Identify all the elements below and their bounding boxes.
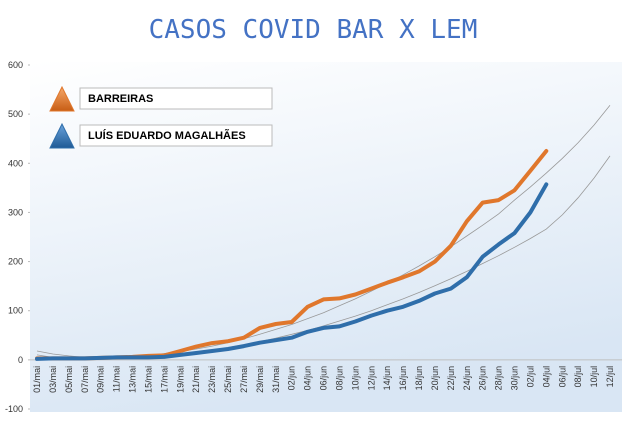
x-tick-label: 07/mai <box>80 366 90 393</box>
y-tick-label: 300 <box>8 207 23 217</box>
plot-area <box>30 62 622 412</box>
x-tick-label: 04/jul <box>541 366 551 388</box>
x-tick-label: 06/jul <box>557 366 567 388</box>
y-tick-label: 600 <box>8 60 23 70</box>
x-tick-label: 22/jun <box>446 366 456 391</box>
y-tick-label: 400 <box>8 158 23 168</box>
x-tick-label: 09/mai <box>96 366 106 393</box>
y-tick-label: 0 <box>18 355 23 365</box>
x-tick-label: 24/jun <box>462 366 472 391</box>
x-tick-label: 19/mai <box>175 366 185 393</box>
y-tick-label: 100 <box>8 306 23 316</box>
x-tick-label: 12/jul <box>605 366 615 388</box>
x-tick-label: 13/mai <box>128 366 138 393</box>
x-tick-label: 30/jun <box>510 366 520 391</box>
x-tick-label: 05/mai <box>64 366 74 393</box>
legend-label: LUÍS EDUARDO MAGALHÃES <box>88 129 246 142</box>
legend-marker <box>49 122 75 149</box>
x-tick-label: 08/jul <box>573 366 583 388</box>
legend-marker <box>49 85 75 112</box>
x-tick-label: 02/jul <box>525 366 535 388</box>
x-tick-label: 21/mai <box>191 366 201 393</box>
x-tick-label: 02/jun <box>287 366 297 391</box>
y-tick-label: 200 <box>8 257 23 267</box>
x-tick-label: 29/mai <box>255 366 265 393</box>
chart-title: CASOS COVID BAR X LEM <box>149 15 478 45</box>
y-tick-label: 500 <box>8 109 23 119</box>
x-tick-label: 11/mai <box>112 366 122 392</box>
legend-label: BARREIRAS <box>88 93 153 105</box>
x-tick-label: 17/mai <box>159 366 169 393</box>
series-line <box>35 182 549 361</box>
x-tick-label: 23/mai <box>207 366 217 393</box>
x-tick-label: 04/jun <box>303 366 313 391</box>
x-tick-label: 20/jun <box>430 366 440 391</box>
x-tick-label: 26/jun <box>478 366 488 391</box>
x-tick-label: 31/mai <box>271 366 281 393</box>
x-tick-label: 25/mai <box>223 366 233 393</box>
x-tick-label: 27/mai <box>239 366 249 393</box>
x-tick-label: 08/jun <box>334 366 344 391</box>
x-tick-label: 03/mai <box>48 366 58 393</box>
x-tick-label: 28/jun <box>494 366 504 391</box>
x-tick-label: 18/jun <box>414 366 424 391</box>
x-tick-label: 01/mai <box>32 366 42 393</box>
x-tick-label: 06/jun <box>319 366 329 391</box>
x-tick-label: 10/jun <box>350 366 360 391</box>
legend-box <box>79 124 273 147</box>
y-tick-label: -100 <box>5 404 23 414</box>
legend-box <box>79 87 273 110</box>
x-tick-label: 14/jun <box>382 366 392 391</box>
x-tick-label: 16/jun <box>398 366 408 391</box>
x-tick-label: 15/mai <box>143 366 153 393</box>
x-tick-label: 12/jun <box>366 366 376 391</box>
x-tick-label: 10/jul <box>589 366 599 388</box>
